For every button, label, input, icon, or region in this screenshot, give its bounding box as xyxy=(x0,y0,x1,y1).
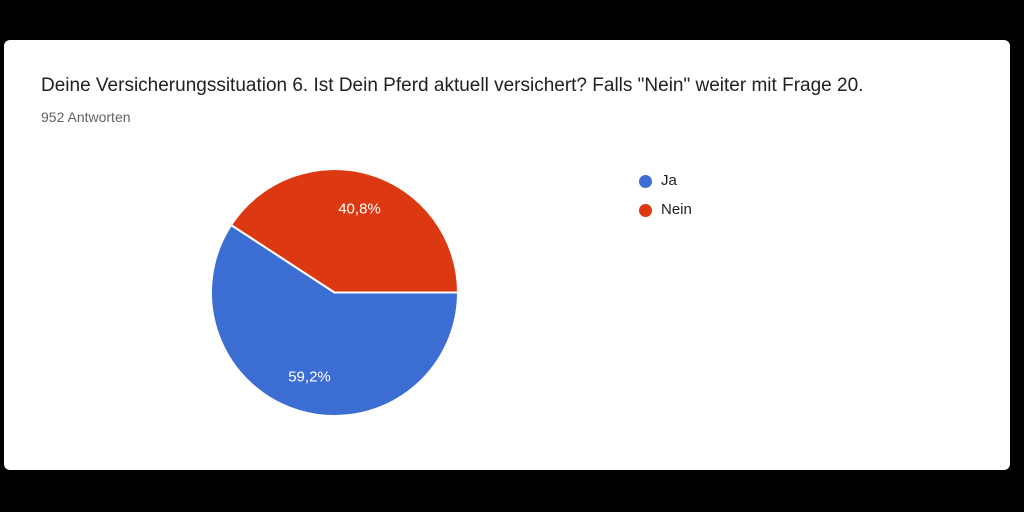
legend-dot-circle xyxy=(639,174,652,188)
legend-dot-circle xyxy=(639,203,652,217)
pie-slice-nein[interactable] xyxy=(230,168,459,294)
results-card: Deine Versicherungssituation 6. Ist Dein… xyxy=(4,40,1010,470)
legend-item-label: Nein xyxy=(661,201,692,218)
pie-chart: 59,2% 40,8% xyxy=(210,168,459,418)
responses-count: 952 Antworten xyxy=(41,109,131,125)
percent-label-nein: 40,8% xyxy=(338,201,381,218)
legend-item-label: Ja xyxy=(661,172,677,189)
legend-item-nein: Nein xyxy=(639,200,692,220)
legend-item-ja: Ja xyxy=(639,171,692,191)
legend-dot-icon xyxy=(639,174,652,188)
legend-dot-icon xyxy=(639,203,652,217)
pie-slice-ja[interactable] xyxy=(210,224,459,418)
percent-label-ja: 59,2% xyxy=(288,369,331,386)
question-title: Deine Versicherungssituation 6. Ist Dein… xyxy=(41,75,864,96)
legend: Ja Nein xyxy=(639,171,692,229)
